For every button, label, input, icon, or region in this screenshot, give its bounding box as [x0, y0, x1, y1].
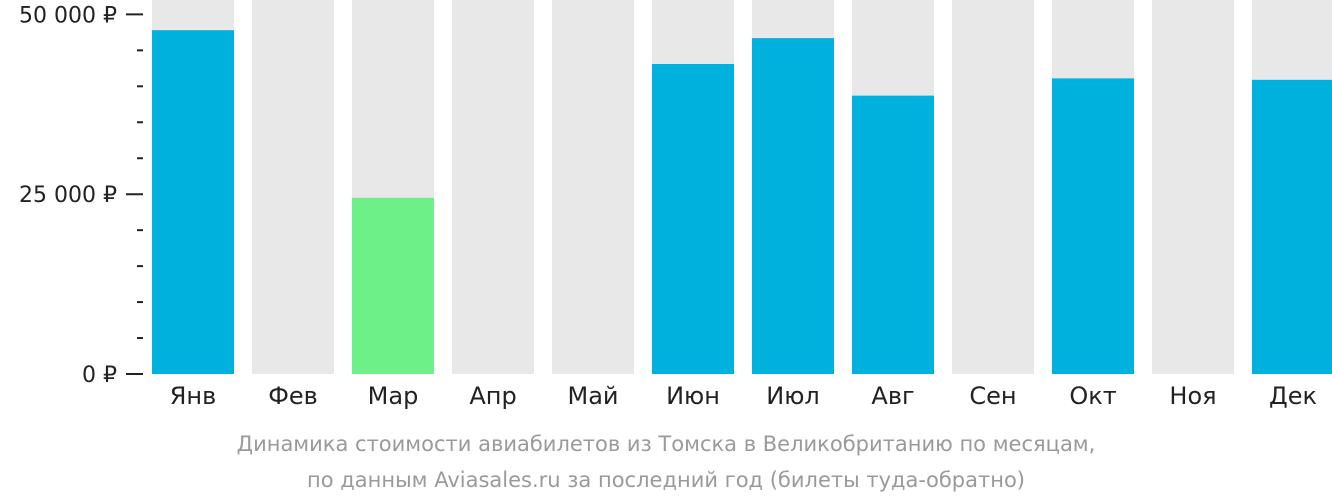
x-tick-label: Апр [469, 382, 516, 410]
bar-7[interactable] [752, 38, 834, 374]
x-tick-label: Июл [766, 382, 820, 410]
x-tick-label: Фев [268, 382, 318, 410]
x-tick-label: Янв [170, 382, 217, 410]
y-tick-label: 25 000 ₽ [19, 183, 117, 208]
chart-caption-line-1: Динамика стоимости авиабилетов из Томска… [236, 432, 1096, 456]
x-tick-label: Окт [1069, 382, 1116, 410]
x-tick-label: Июн [666, 382, 720, 410]
bar-10[interactable] [1052, 78, 1134, 375]
bar-6[interactable] [652, 64, 734, 374]
x-tick-label: Авг [871, 382, 914, 410]
bar-12[interactable] [1252, 79, 1332, 374]
x-tick-label: Ноя [1169, 382, 1216, 410]
background-bar [252, 0, 334, 374]
y-axis: 0 ₽ 25 000 ₽ 50 000 ₽ [19, 3, 143, 388]
bar-8[interactable] [852, 95, 934, 375]
background-bar [452, 0, 534, 374]
x-tick-label: Мар [368, 382, 419, 410]
y-tick-label: 0 ₽ [82, 363, 117, 388]
bar-3[interactable] [352, 197, 434, 374]
background-bar [952, 0, 1034, 374]
background-bars [152, 0, 1332, 374]
x-axis: Янв Фев Мар Апр Май Июн Июл Авг Сен Окт Ноя Дек [170, 382, 1317, 410]
x-tick-label: Дек [1269, 382, 1317, 410]
chart-caption-line-2: по данным Aviasales.ru за последний год … [307, 468, 1025, 492]
bar-1[interactable] [152, 30, 234, 374]
y-tick-label: 50 000 ₽ [19, 3, 117, 28]
x-tick-label: Сен [969, 382, 1016, 410]
x-tick-label: Май [567, 382, 618, 410]
data-bars [152, 30, 1332, 375]
background-bar [552, 0, 634, 374]
background-bar [1152, 0, 1234, 374]
